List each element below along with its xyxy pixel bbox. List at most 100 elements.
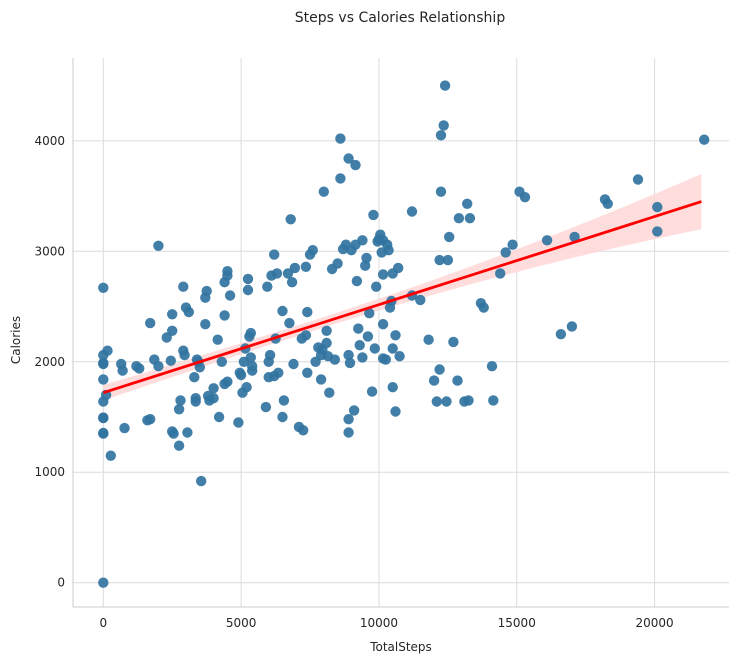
data-point	[500, 247, 511, 258]
data-point	[435, 186, 447, 197]
x-tick-label: 15000	[498, 616, 536, 630]
data-point	[315, 374, 327, 385]
data-point	[208, 383, 219, 394]
data-point	[343, 427, 354, 438]
data-point	[222, 376, 233, 387]
data-point	[361, 252, 372, 264]
data-point	[507, 239, 518, 250]
data-point	[212, 334, 223, 345]
grid	[73, 58, 729, 607]
data-point	[423, 334, 434, 345]
data-point	[222, 266, 233, 277]
data-point	[167, 325, 178, 336]
data-point	[353, 323, 364, 334]
data-point	[302, 367, 313, 378]
x-tick-label: 20000	[635, 616, 673, 630]
data-point	[245, 352, 256, 363]
data-point	[566, 321, 578, 332]
data-point	[357, 235, 368, 246]
data-point	[364, 308, 375, 319]
data-point	[284, 317, 295, 329]
data-point	[390, 406, 401, 417]
data-point	[262, 281, 273, 292]
data-point	[569, 231, 580, 243]
data-point	[98, 282, 109, 293]
data-point	[260, 401, 272, 413]
data-point	[247, 365, 258, 376]
data-point	[289, 262, 301, 274]
y-tick-label: 3000	[34, 244, 65, 258]
data-point	[178, 281, 189, 292]
data-point	[182, 427, 193, 438]
data-point	[242, 284, 254, 296]
data-point	[444, 231, 455, 243]
data-point	[145, 317, 156, 329]
data-point	[699, 134, 710, 145]
data-point	[441, 396, 452, 407]
data-point	[390, 330, 401, 341]
data-point	[434, 364, 445, 375]
data-point	[145, 414, 156, 425]
data-point	[213, 411, 225, 423]
x-ticks: 0 5000 10000 15000 20000	[99, 616, 673, 630]
data-point	[354, 340, 365, 351]
data-point	[175, 395, 186, 406]
data-point	[288, 358, 299, 370]
data-point	[343, 153, 354, 164]
data-point	[368, 209, 379, 221]
x-tick-label: 0	[99, 616, 107, 630]
data-point	[360, 260, 371, 271]
data-point	[269, 249, 280, 260]
data-point	[541, 235, 553, 246]
data-point	[219, 310, 230, 321]
data-point	[168, 428, 179, 439]
data-point	[286, 277, 298, 288]
confidence-band-layer	[103, 174, 702, 401]
data-point	[463, 395, 474, 406]
data-point	[321, 325, 332, 336]
data-point	[519, 192, 531, 203]
data-point	[329, 354, 340, 365]
data-point	[298, 425, 309, 436]
data-point	[435, 130, 447, 141]
data-point	[98, 427, 109, 439]
data-point	[332, 258, 343, 269]
data-point	[117, 365, 128, 376]
data-point	[434, 254, 445, 266]
data-point	[335, 173, 346, 184]
data-point	[98, 374, 109, 385]
data-point	[153, 240, 164, 251]
data-point	[134, 363, 145, 374]
data-point	[462, 198, 473, 209]
data-point	[431, 396, 442, 407]
data-point	[406, 206, 418, 217]
data-point	[652, 201, 663, 213]
data-point	[302, 306, 313, 318]
data-point	[105, 450, 117, 461]
data-point	[119, 422, 130, 434]
data-point	[362, 331, 374, 342]
data-point	[179, 349, 190, 361]
data-point	[173, 404, 185, 415]
data-point	[183, 306, 194, 318]
data-point	[439, 80, 451, 91]
data-point	[318, 186, 329, 197]
data-point	[652, 226, 663, 237]
data-point	[216, 356, 227, 367]
y-axis-label: Calories	[9, 316, 23, 364]
data-point	[448, 336, 459, 348]
data-point	[241, 382, 252, 393]
data-point	[278, 395, 290, 406]
data-point	[324, 387, 335, 398]
data-point	[242, 273, 254, 285]
data-point	[442, 254, 454, 266]
x-axis-label: TotalSteps	[369, 640, 432, 654]
data-point	[201, 285, 212, 297]
data-point	[273, 367, 284, 378]
data-point	[321, 337, 332, 349]
data-point	[300, 261, 312, 272]
data-point	[285, 214, 296, 225]
regression-layer	[102, 200, 702, 395]
data-point	[394, 351, 405, 362]
